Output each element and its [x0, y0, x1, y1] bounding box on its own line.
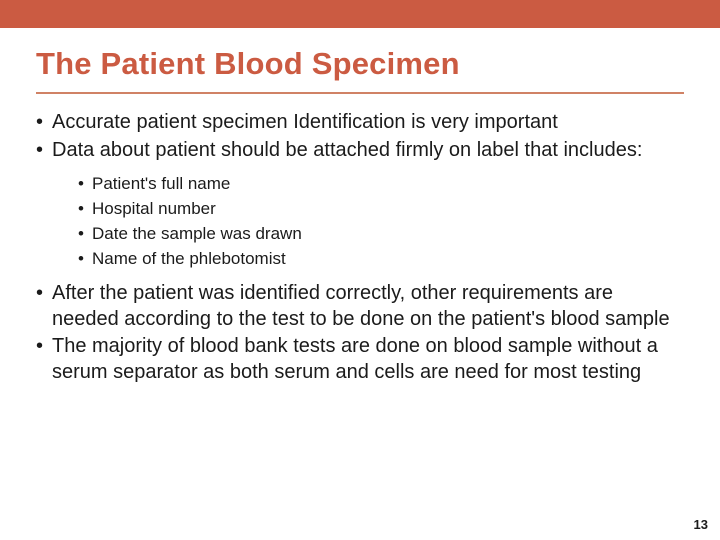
bullet-text: Data about patient should be attached fi… [52, 139, 642, 161]
list-item: Hospital number [78, 198, 684, 221]
list-item: Patient's full name [78, 173, 684, 196]
bullet-text: Date the sample was drawn [92, 224, 302, 243]
bullet-text: The majority of blood bank tests are don… [52, 335, 658, 383]
bullet-text: Accurate patient specimen Identification… [52, 111, 558, 133]
bullet-text: After the patient was identified correct… [52, 282, 670, 330]
list-item: After the patient was identified correct… [36, 281, 684, 332]
bullet-text: Name of the phlebotomist [92, 249, 286, 268]
list-item: The majority of blood bank tests are don… [36, 334, 684, 385]
list-item: Data about patient should be attached fi… [36, 138, 684, 271]
bullet-list-main: Accurate patient specimen Identification… [36, 110, 684, 385]
list-item: Name of the phlebotomist [78, 248, 684, 271]
bullet-text: Hospital number [92, 199, 216, 218]
list-item: Date the sample was drawn [78, 223, 684, 246]
page-number: 13 [694, 517, 708, 532]
bullet-text: Patient's full name [92, 174, 230, 193]
slide-body: The Patient Blood Specimen Accurate pati… [0, 28, 720, 540]
bullet-list-sub: Patient's full name Hospital number Date… [52, 173, 684, 271]
list-item: Accurate patient specimen Identification… [36, 110, 684, 136]
top-accent-bar [0, 0, 720, 28]
slide-title: The Patient Blood Specimen [36, 46, 684, 94]
